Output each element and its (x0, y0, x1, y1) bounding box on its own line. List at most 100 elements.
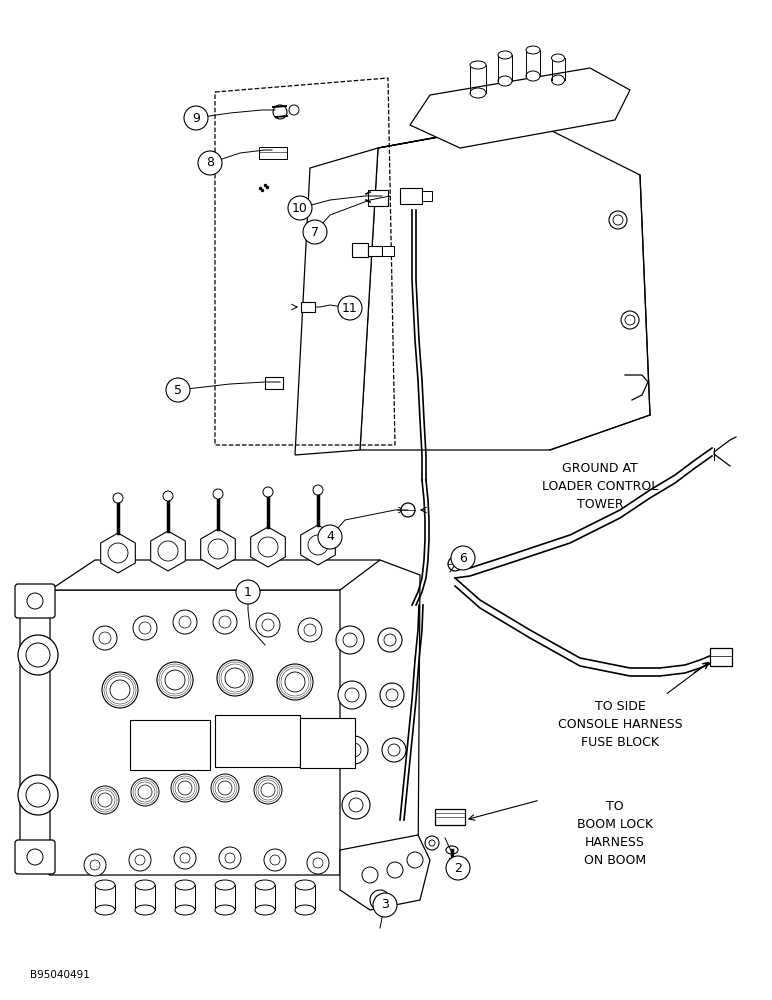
Ellipse shape (255, 880, 275, 890)
Ellipse shape (135, 880, 155, 890)
Circle shape (288, 196, 312, 220)
Circle shape (380, 683, 404, 707)
Circle shape (264, 849, 286, 871)
FancyBboxPatch shape (400, 188, 422, 204)
Text: 4: 4 (326, 530, 334, 544)
Ellipse shape (295, 880, 315, 890)
Circle shape (135, 855, 145, 865)
Polygon shape (295, 148, 378, 455)
Ellipse shape (215, 905, 235, 915)
FancyBboxPatch shape (215, 715, 300, 767)
FancyBboxPatch shape (710, 648, 732, 666)
Text: 7: 7 (311, 226, 319, 238)
Ellipse shape (470, 88, 486, 98)
Circle shape (98, 793, 112, 807)
Text: 1: 1 (244, 585, 252, 598)
Circle shape (27, 593, 43, 609)
Circle shape (171, 774, 199, 802)
Circle shape (347, 743, 361, 757)
FancyBboxPatch shape (15, 584, 55, 618)
Circle shape (451, 546, 475, 570)
Text: 11: 11 (342, 302, 358, 314)
Circle shape (307, 852, 329, 874)
Polygon shape (251, 527, 286, 567)
Circle shape (165, 670, 185, 690)
Circle shape (382, 738, 406, 762)
Circle shape (378, 628, 402, 652)
Circle shape (289, 105, 299, 115)
Text: 6: 6 (459, 552, 467, 564)
Circle shape (256, 613, 280, 637)
Polygon shape (151, 531, 185, 571)
Circle shape (173, 610, 197, 634)
Circle shape (401, 503, 415, 517)
Polygon shape (25, 590, 365, 875)
Text: TO SIDE
CONSOLE HARNESS
FUSE BLOCK: TO SIDE CONSOLE HARNESS FUSE BLOCK (557, 700, 682, 749)
Circle shape (158, 541, 178, 561)
Circle shape (370, 890, 390, 910)
Circle shape (448, 557, 462, 571)
Circle shape (387, 862, 403, 878)
Text: 2: 2 (454, 861, 462, 874)
Circle shape (318, 525, 342, 549)
Circle shape (373, 893, 397, 917)
Ellipse shape (446, 846, 458, 854)
Ellipse shape (215, 880, 235, 890)
Circle shape (198, 151, 222, 175)
Circle shape (138, 785, 152, 799)
Text: 9: 9 (192, 111, 200, 124)
Ellipse shape (295, 905, 315, 915)
Circle shape (26, 783, 50, 807)
Circle shape (277, 664, 313, 700)
Polygon shape (378, 100, 600, 148)
Circle shape (313, 858, 323, 868)
Circle shape (343, 633, 357, 647)
Circle shape (298, 618, 322, 642)
Ellipse shape (526, 46, 540, 54)
Circle shape (342, 791, 370, 819)
Polygon shape (360, 120, 650, 450)
Text: 5: 5 (174, 383, 182, 396)
Circle shape (133, 616, 157, 640)
Circle shape (384, 634, 396, 646)
Circle shape (174, 847, 196, 869)
Circle shape (388, 744, 400, 756)
Circle shape (225, 853, 235, 863)
Polygon shape (300, 525, 335, 565)
Circle shape (609, 211, 627, 229)
Circle shape (163, 491, 173, 501)
Circle shape (304, 624, 316, 636)
Circle shape (211, 774, 239, 802)
Circle shape (110, 680, 130, 700)
Circle shape (178, 781, 192, 795)
Circle shape (179, 616, 191, 628)
FancyBboxPatch shape (368, 246, 382, 256)
FancyBboxPatch shape (352, 243, 368, 257)
Circle shape (261, 783, 275, 797)
Circle shape (303, 220, 327, 244)
Circle shape (375, 895, 385, 905)
Circle shape (93, 626, 117, 650)
FancyBboxPatch shape (422, 191, 432, 201)
Circle shape (99, 632, 111, 644)
FancyBboxPatch shape (301, 302, 315, 312)
Circle shape (139, 622, 151, 634)
Ellipse shape (498, 51, 512, 59)
Circle shape (338, 681, 366, 709)
Circle shape (27, 849, 43, 865)
FancyBboxPatch shape (130, 720, 210, 770)
Circle shape (113, 493, 123, 503)
Text: 3: 3 (381, 898, 389, 912)
Circle shape (18, 775, 58, 815)
Circle shape (273, 105, 287, 119)
Circle shape (18, 635, 58, 675)
FancyBboxPatch shape (15, 840, 55, 874)
Ellipse shape (175, 880, 195, 890)
Circle shape (270, 855, 280, 865)
Circle shape (26, 643, 50, 667)
Polygon shape (50, 560, 380, 590)
Ellipse shape (551, 75, 564, 85)
Ellipse shape (498, 76, 512, 86)
Circle shape (362, 867, 378, 883)
Circle shape (129, 849, 151, 871)
